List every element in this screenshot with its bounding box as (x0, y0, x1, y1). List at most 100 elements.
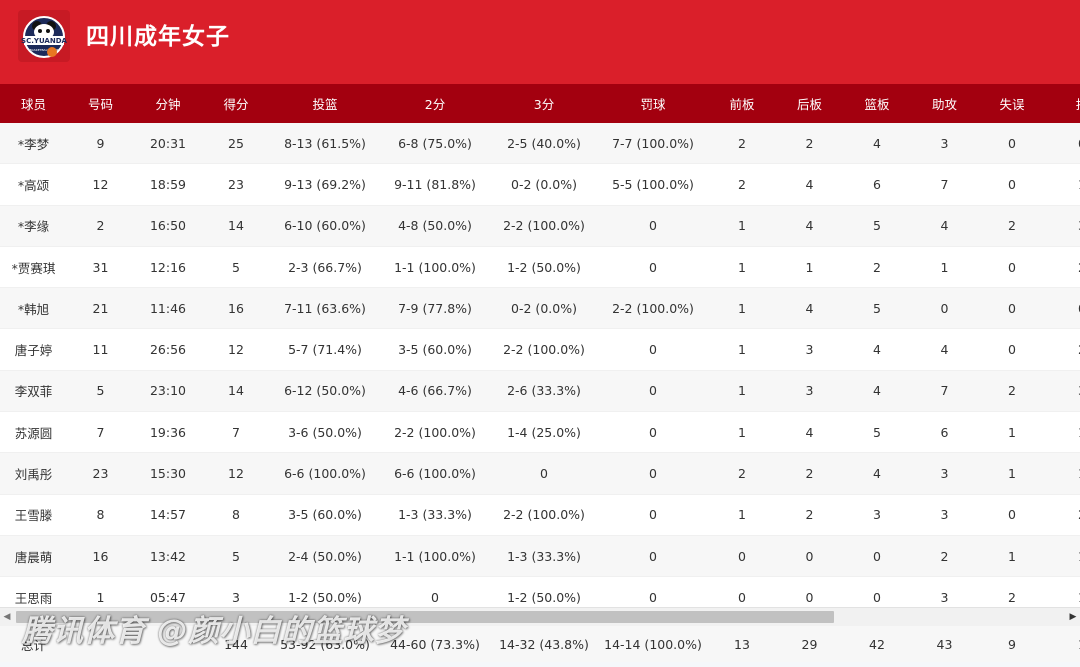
totals-row-container: 总计 144 53-92 (63.0%) 44-60 (73.3%) 14-32 (43… (0, 626, 1080, 667)
stat-cell: 7-7 (100.0%) (598, 123, 708, 165)
stat-cell: 0 (380, 576, 490, 606)
table-row: *韩旭 21 11:46 16 7-11 (63.6%) 7-9 (77.8%) 0-2 (… (0, 287, 1080, 330)
stat-cell: 0 (598, 535, 708, 578)
stat-cell: 12 (67, 163, 134, 206)
table-header-row: 球员号码分钟得分投篮2分3分罚球前板后板篮板助攻失误抢 (0, 84, 1080, 123)
table-row: 苏源圆 7 19:36 7 3-6 (50.0%) 2-2 (100.0%) 1-4 (25… (0, 411, 1080, 454)
stat-cell: 5 (843, 205, 911, 247)
stat-cell: 0 (911, 287, 978, 330)
stat-cell: 31 (67, 246, 134, 289)
stat-cell: 0 (708, 535, 776, 578)
stat-cell: 3 (776, 328, 843, 371)
stat-cell: 2-5 (40.0%) (490, 123, 598, 165)
stat-cell: 6 (911, 411, 978, 454)
stat-cell: 05:47 (134, 576, 202, 606)
column-header: 篮板 (843, 84, 911, 123)
stat-cell: 6-8 (75.0%) (380, 123, 490, 165)
stat-cell: 1-2 (50.0%) (270, 576, 380, 606)
stat-cell: 11:46 (134, 287, 202, 330)
player-name-cell: *李梦 (0, 123, 67, 165)
stat-cell: 1 (708, 246, 776, 289)
stat-cell: 2 (776, 452, 843, 495)
stat-cell: 7 (202, 411, 270, 454)
scroll-left-arrow-icon[interactable]: ◀ (3, 612, 11, 622)
totals-cell: 42 (843, 626, 911, 662)
table-row: 唐子婷 11 26:56 12 5-7 (71.4%) 3-5 (60.0%) 2-2 (1… (0, 328, 1080, 371)
team-header: SC.YUANDA BASKETBALL TEAM 四川成年女子 (0, 0, 1080, 84)
stat-cell: 1-4 (25.0%) (490, 411, 598, 454)
stat-cell: 5 (843, 411, 911, 454)
column-header: 后板 (776, 84, 843, 123)
column-header: 分钟 (134, 84, 202, 123)
scroll-right-arrow-icon[interactable]: ▶ (1069, 612, 1077, 622)
totals-cell: 53-92 (63.0%) (270, 626, 380, 662)
stat-cell: 1 (67, 576, 134, 606)
stat-cell: 0 (598, 370, 708, 413)
player-name-cell: *贾赛琪 (0, 246, 67, 289)
stat-cell: 0 (776, 535, 843, 578)
stat-cell: 15:30 (134, 452, 202, 495)
stat-cell: 1 (1046, 163, 1080, 206)
stat-cell: 14 (202, 370, 270, 413)
stat-cell: 7-9 (77.8%) (380, 287, 490, 330)
stat-cell: 1 (1046, 452, 1080, 495)
stat-cell: 23 (202, 163, 270, 206)
stat-cell: 0 (978, 287, 1046, 330)
player-name-cell: 唐子婷 (0, 328, 67, 371)
totals-cell (67, 626, 134, 662)
stat-cell: 1-2 (50.0%) (490, 576, 598, 606)
stat-cell: 26:56 (134, 328, 202, 371)
stat-cell: 21 (67, 287, 134, 330)
table-row: 王雪滕 8 14:57 8 3-5 (60.0%) 1-3 (33.3%) 2-2 (100… (0, 494, 1080, 536)
column-header: 球员 (0, 84, 67, 123)
table-row: 唐晨萌 16 13:42 5 2-4 (50.0%) 1-1 (100.0%) 1-3 (3… (0, 535, 1080, 578)
player-name-cell: *李缘 (0, 205, 67, 247)
totals-cell: 144 (202, 626, 270, 662)
column-header: 号码 (67, 84, 134, 123)
column-header: 2分 (380, 84, 490, 123)
stat-cell: 1 (708, 287, 776, 330)
stat-cell: 11 (67, 328, 134, 371)
stat-cell: 0 (598, 576, 708, 606)
stat-cell: 0 (978, 494, 1046, 536)
stat-cell: 0 (708, 576, 776, 606)
column-header: 罚球 (598, 84, 708, 123)
stat-cell: 1 (978, 535, 1046, 578)
stat-cell: 2-6 (33.3%) (490, 370, 598, 413)
column-header: 助攻 (911, 84, 978, 123)
stat-cell: 4 (911, 205, 978, 247)
column-header: 3分 (490, 84, 598, 123)
stat-cell: 3-6 (50.0%) (270, 411, 380, 454)
column-header: 投篮 (270, 84, 380, 123)
stats-table-container[interactable]: 球员号码分钟得分投篮2分3分罚球前板后板篮板助攻失误抢 *李梦920:31258… (0, 84, 1080, 606)
stat-cell: 1-3 (33.3%) (490, 535, 598, 578)
stat-cell: 0 (490, 452, 598, 495)
stat-cell: 3 (911, 494, 978, 536)
horizontal-scrollbar[interactable]: ◀ ▶ (0, 607, 1080, 626)
logo-sub-text: BASKETBALL TEAM (30, 48, 59, 52)
stat-cell: 1-1 (100.0%) (380, 246, 490, 289)
stat-cell: 4 (843, 123, 911, 165)
scrollbar-thumb[interactable] (16, 611, 834, 623)
stat-cell: 12 (202, 328, 270, 371)
stat-cell: 4 (843, 452, 911, 495)
table-row: 李双菲 5 23:10 14 6-12 (50.0%) 4-6 (66.7%) 2-6 (3… (0, 370, 1080, 413)
stat-cell: 3 (1046, 370, 1080, 413)
totals-cell: 13 (708, 626, 776, 662)
stat-cell: 0 (1046, 123, 1080, 165)
player-name-cell: 王思雨 (0, 576, 67, 606)
totals-row: 总计 144 53-92 (63.0%) 44-60 (73.3%) 14-32 (43… (0, 626, 1080, 662)
stat-cell: 5 (67, 370, 134, 413)
stat-cell: 5 (202, 246, 270, 289)
stat-cell: 0 (843, 576, 911, 606)
stat-cell: 2 (978, 205, 1046, 247)
totals-cell: 14-14 (100.0%) (598, 626, 708, 662)
stat-cell: 2-2 (100.0%) (598, 287, 708, 330)
stat-cell: 2-2 (100.0%) (490, 205, 598, 247)
stat-cell: 6-6 (100.0%) (380, 452, 490, 495)
stat-cell: 1 (708, 494, 776, 536)
stat-cell: 0 (776, 576, 843, 606)
stat-cell: 2 (978, 370, 1046, 413)
stat-cell: 0 (598, 205, 708, 247)
stat-cell: 1 (1046, 535, 1080, 578)
